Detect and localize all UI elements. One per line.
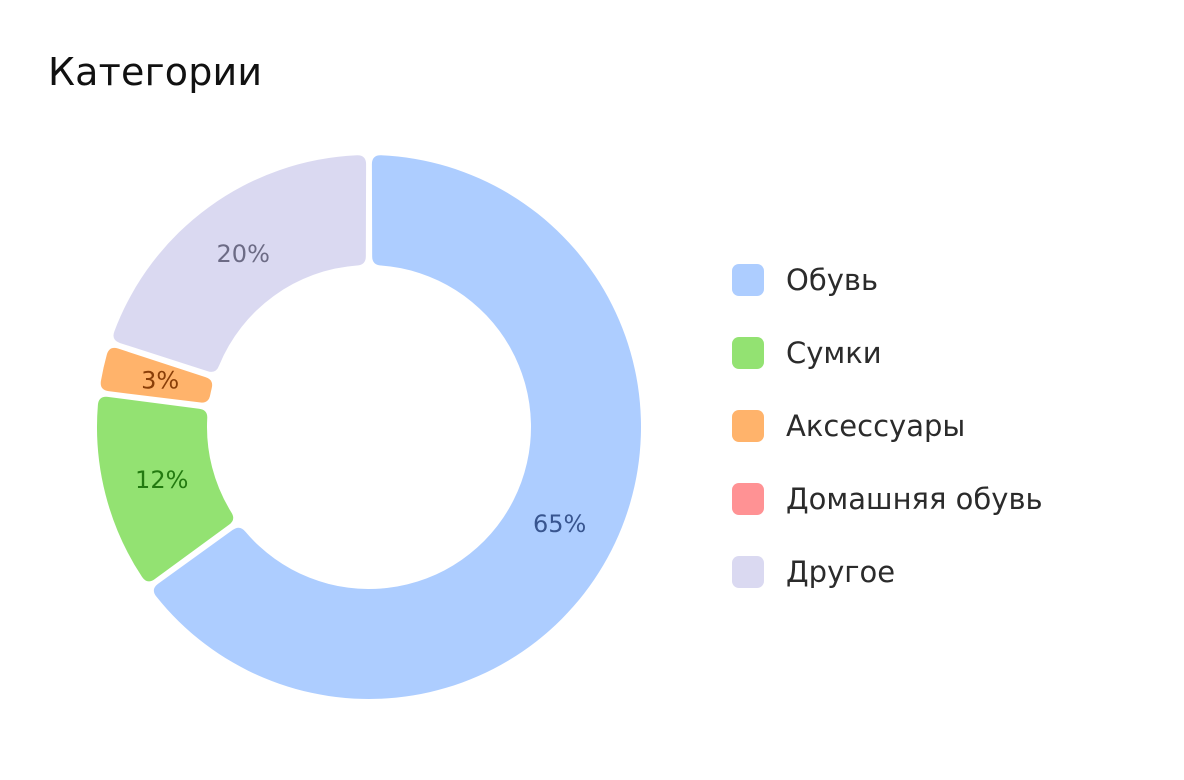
- slice-label-2: 12%: [135, 466, 188, 494]
- legend-swatch: [732, 483, 764, 515]
- legend-item: Обувь: [732, 262, 1043, 298]
- legend-item: Аксессуары: [732, 408, 1043, 444]
- legend-swatch: [732, 556, 764, 588]
- donut-slice-2: [97, 396, 234, 582]
- donut-slice-3: [100, 347, 213, 403]
- legend-label: Домашняя обувь: [786, 482, 1043, 516]
- slice-label-5: 20%: [217, 240, 270, 268]
- donut-slice-5: [113, 155, 367, 372]
- legend-swatch: [732, 337, 764, 369]
- legend-label: Другое: [786, 555, 896, 589]
- donut-chart: 65% 12% 3% 20%: [97, 155, 641, 700]
- chart-legend: Обувь Сумки Аксессуары Домашняя обувь Другое: [732, 262, 1043, 627]
- legend-label: Обувь: [786, 263, 879, 297]
- donut-slice-1: [153, 155, 641, 700]
- legend-label: Сумки: [786, 336, 882, 370]
- legend-swatch: [732, 410, 764, 442]
- legend-swatch: [732, 264, 764, 296]
- slice-label-1: 65%: [533, 510, 586, 538]
- legend-label: Аксессуары: [786, 409, 966, 443]
- legend-item: Домашняя обувь: [732, 481, 1043, 517]
- legend-item: Другое: [732, 554, 1043, 590]
- chart-title: Категории: [48, 50, 263, 94]
- legend-item: Сумки: [732, 335, 1043, 371]
- slice-label-3: 3%: [141, 366, 179, 394]
